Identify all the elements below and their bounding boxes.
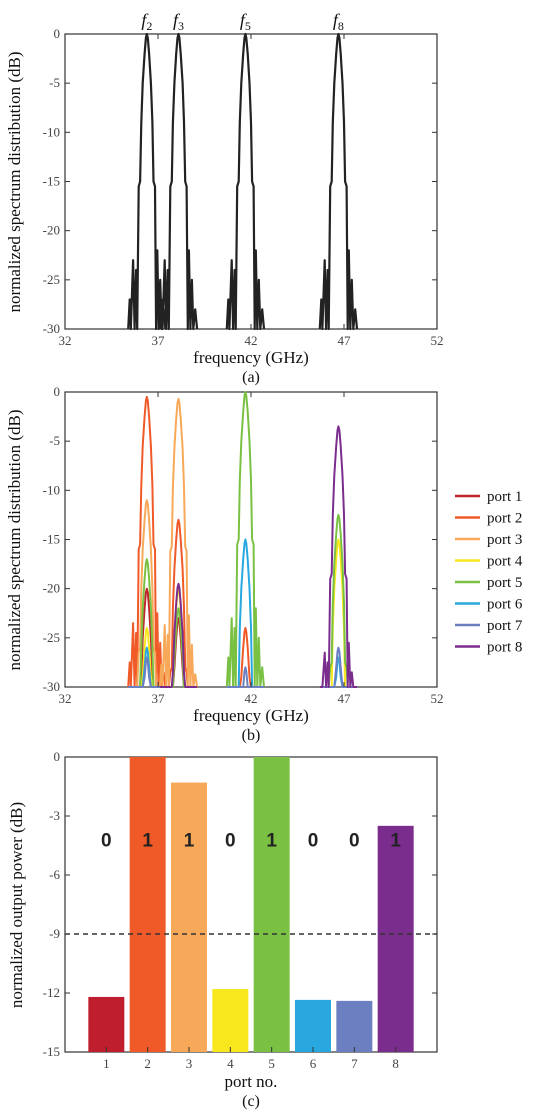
panel-a-xlabel: frequency (GHz)	[193, 348, 309, 367]
bit-label-port-5: 1	[266, 831, 277, 852]
panel-a-spectrum-lines	[127, 32, 359, 331]
panel-c-bar-group: 0 1 1 0 1 0 0 1	[65, 757, 437, 1052]
y-tick-label: -20	[43, 223, 60, 238]
panel-c-ticks: 1 2 3 4 5 6 7 8 0 -3 -6 -9 -12 -15	[43, 749, 437, 1071]
peak-label-f2: f2	[141, 10, 152, 33]
panel-c-xlabel: port no.	[225, 1072, 278, 1091]
panel-a-ylabel: normalized spectrum distribution (dB)	[5, 51, 24, 312]
legend-label-8: port 8	[487, 640, 522, 656]
x-tick-label: 42	[245, 333, 258, 348]
panel-a-peak-labels: f2 f3 f5 f8	[141, 10, 344, 33]
y-tick-label: -20	[43, 581, 60, 596]
y-tick-label: 0	[54, 749, 61, 764]
spectrum-line-7-peak-2	[226, 666, 264, 688]
bar-port-2	[129, 757, 166, 1052]
legend-label-7: port 7	[487, 618, 523, 634]
panel-b-ylabel: normalized spectrum distribution (dB)	[5, 409, 24, 670]
y-tick-label: -9	[49, 926, 60, 941]
spectrum-line-1-peak-3	[225, 32, 266, 331]
spectrum-line-1-peak-2	[158, 32, 199, 331]
x-tick-label: 1	[103, 1056, 110, 1071]
bar-port-4	[212, 989, 249, 1052]
y-tick-label: -12	[43, 985, 60, 1000]
peak-label-f3: f3	[173, 10, 184, 33]
y-tick-label: -10	[43, 482, 60, 497]
y-tick-label: -15	[43, 1044, 60, 1059]
x-tick-label: 42	[245, 691, 258, 706]
panel-a-spectrum: f2 f3 f5 f8 32 37 42 47 52 0 -5 -10 -15 -20 -25 -30 fr…	[5, 10, 444, 386]
legend-label-1: port 1	[487, 489, 522, 505]
x-tick-label: 52	[431, 691, 444, 706]
panel-b-spectrum: 32 37 42 47 520-5-10-15-20-25-30 port 1port …	[5, 384, 523, 744]
x-tick-label: 8	[392, 1056, 399, 1071]
y-tick-label: -6	[49, 867, 60, 882]
y-tick-label: -25	[43, 272, 60, 287]
panel-c-frame	[64, 756, 438, 1053]
legend-label-4: port 4	[487, 554, 523, 570]
x-tick-label: 37	[152, 333, 166, 348]
bar-port-6	[295, 999, 331, 1052]
bit-label-port-4: 0	[225, 831, 236, 852]
x-tick-label: 47	[338, 691, 352, 706]
legend-label-3: port 3	[487, 532, 522, 548]
bit-label-port-6: 0	[308, 831, 319, 852]
y-tick-label: -30	[43, 321, 60, 336]
x-tick-label: 5	[268, 1056, 275, 1071]
spectrum-line-1-peak-4	[318, 32, 359, 331]
panel-b-spectrum-lines	[127, 391, 357, 688]
y-tick-label: -10	[43, 124, 60, 139]
panel-b-legend: port 1 port 2 port 3 port 4 port 5 port 6 port…	[455, 489, 523, 656]
bar-port-7	[336, 1000, 373, 1052]
y-tick-label: -15	[43, 174, 60, 189]
bar-port-3	[171, 782, 207, 1052]
bit-label-port-7: 0	[349, 831, 360, 852]
x-tick-label: 4	[227, 1056, 234, 1071]
y-tick-label: -15	[43, 532, 60, 547]
x-tick-label: 2	[144, 1056, 151, 1071]
spectrum-line-3-peak-2	[158, 397, 199, 688]
x-tick-label: 47	[338, 333, 352, 348]
spectrum-line-5-peak-3	[225, 391, 265, 688]
x-tick-label: 37	[152, 691, 166, 706]
peak-label-f5: f5	[240, 10, 251, 33]
x-tick-label: 3	[186, 1056, 193, 1071]
bit-label-port-3: 1	[184, 831, 195, 852]
legend-label-5: port 5	[487, 575, 522, 591]
panel-c-ylabel: normalized output power (dB)	[7, 802, 26, 1008]
legend-label-2: port 2	[487, 511, 522, 527]
panel-b-ticks: 32 37 42 47 52 0 -5 -10 -15 -20 -25 -30	[43, 384, 444, 706]
legend-label-6: port 6	[487, 597, 523, 613]
panel-b-xlabel: frequency (GHz)	[193, 706, 309, 725]
bar-port-5	[253, 757, 290, 1052]
panel-a-ticks: 32 37 42 47 52 0 -5 -10 -15 -20 -25 -30	[43, 26, 444, 348]
spectrum-line-8-peak-2	[319, 425, 357, 688]
bar-port-1	[88, 996, 125, 1052]
x-tick-label: 6	[310, 1056, 317, 1071]
bar-port-8	[377, 825, 414, 1052]
panel-c-caption: (c)	[242, 1093, 260, 1110]
x-tick-label: 52	[431, 333, 444, 348]
x-tick-label: 7	[351, 1056, 358, 1071]
y-tick-label: -5	[49, 75, 60, 90]
y-tick-label: -3	[49, 808, 60, 823]
spectrum-line-8-peak-1	[159, 582, 198, 688]
bit-label-port-2: 1	[142, 831, 153, 852]
y-tick-label: 0	[54, 384, 61, 399]
spectrum-line-2-peak-1	[127, 395, 167, 688]
y-tick-label: -5	[49, 433, 60, 448]
bit-label-port-8: 1	[390, 831, 401, 852]
panel-a-caption: (a)	[242, 369, 260, 386]
peak-label-f8: f8	[333, 10, 344, 33]
x-tick-label: 32	[59, 691, 72, 706]
y-tick-label: 0	[54, 26, 61, 41]
spectrum-line-1-peak-1	[127, 32, 167, 331]
panel-b-caption: (b)	[242, 727, 261, 744]
y-tick-label: -25	[43, 630, 60, 645]
y-tick-label: -30	[43, 679, 60, 694]
x-tick-label: 32	[59, 333, 72, 348]
bit-label-port-1: 0	[101, 831, 112, 852]
